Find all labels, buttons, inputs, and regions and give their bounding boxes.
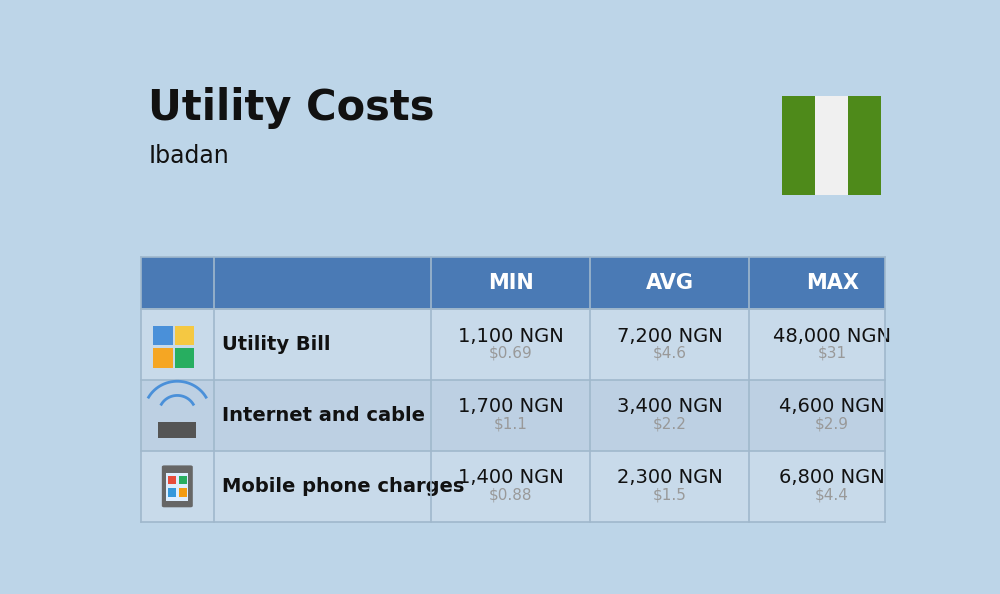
Bar xyxy=(179,488,187,497)
Text: 6,800 NGN: 6,800 NGN xyxy=(779,468,885,487)
Text: $1.5: $1.5 xyxy=(652,487,686,503)
Bar xyxy=(140,380,885,451)
Bar xyxy=(175,326,194,345)
Text: 4,600 NGN: 4,600 NGN xyxy=(779,397,885,416)
Bar xyxy=(168,488,176,497)
Text: $2.9: $2.9 xyxy=(815,416,849,431)
Text: $4.4: $4.4 xyxy=(815,487,849,503)
Text: 1,400 NGN: 1,400 NGN xyxy=(458,468,563,487)
Text: Mobile phone charges: Mobile phone charges xyxy=(222,477,464,496)
Text: Ibadan: Ibadan xyxy=(148,144,229,169)
Text: AVG: AVG xyxy=(645,273,693,293)
Text: 3,400 NGN: 3,400 NGN xyxy=(617,397,722,416)
Text: 2,300 NGN: 2,300 NGN xyxy=(617,468,722,487)
Bar xyxy=(848,96,881,195)
Bar xyxy=(140,451,885,522)
Text: MIN: MIN xyxy=(488,273,533,293)
Text: Utility Bill: Utility Bill xyxy=(222,335,330,354)
Bar xyxy=(140,309,885,380)
Text: Utility Costs: Utility Costs xyxy=(148,87,435,129)
Bar xyxy=(158,422,196,438)
Bar xyxy=(140,257,885,309)
Text: $0.69: $0.69 xyxy=(489,346,532,361)
FancyBboxPatch shape xyxy=(162,465,193,507)
Text: $1.1: $1.1 xyxy=(494,416,528,431)
Text: 1,700 NGN: 1,700 NGN xyxy=(458,397,563,416)
Text: 7,200 NGN: 7,200 NGN xyxy=(617,327,722,346)
Bar xyxy=(175,348,194,368)
Text: MAX: MAX xyxy=(806,273,859,293)
Bar xyxy=(168,476,176,484)
Bar xyxy=(815,96,848,195)
Bar xyxy=(153,348,173,368)
Text: 1,100 NGN: 1,100 NGN xyxy=(458,327,563,346)
Text: Internet and cable: Internet and cable xyxy=(222,406,425,425)
Text: $4.6: $4.6 xyxy=(652,346,686,361)
Bar xyxy=(153,326,173,345)
Bar xyxy=(179,476,187,484)
Text: $31: $31 xyxy=(818,346,847,361)
Bar xyxy=(166,473,188,501)
Text: $2.2: $2.2 xyxy=(652,416,686,431)
Text: $0.88: $0.88 xyxy=(489,487,532,503)
Bar xyxy=(782,96,815,195)
Text: 48,000 NGN: 48,000 NGN xyxy=(773,327,891,346)
